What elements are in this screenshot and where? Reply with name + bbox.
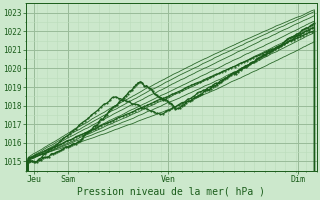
- X-axis label: Pression niveau de la mer( hPa ): Pression niveau de la mer( hPa ): [77, 187, 265, 197]
